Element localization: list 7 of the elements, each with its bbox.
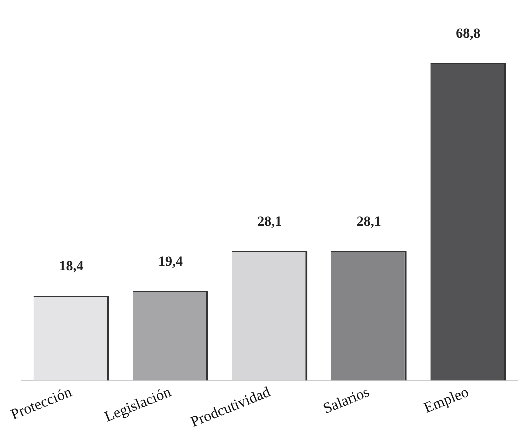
data-label: 18,4 <box>59 260 84 275</box>
data-label: 28,1 <box>356 214 382 230</box>
data-label: 19,4 <box>158 254 183 270</box>
data-label: 68,8 <box>456 27 481 42</box>
data-label: 28,1 <box>258 214 282 230</box>
x-tick-label: Empleo <box>422 384 472 417</box>
x-tick-label: Salarios <box>321 384 372 418</box>
